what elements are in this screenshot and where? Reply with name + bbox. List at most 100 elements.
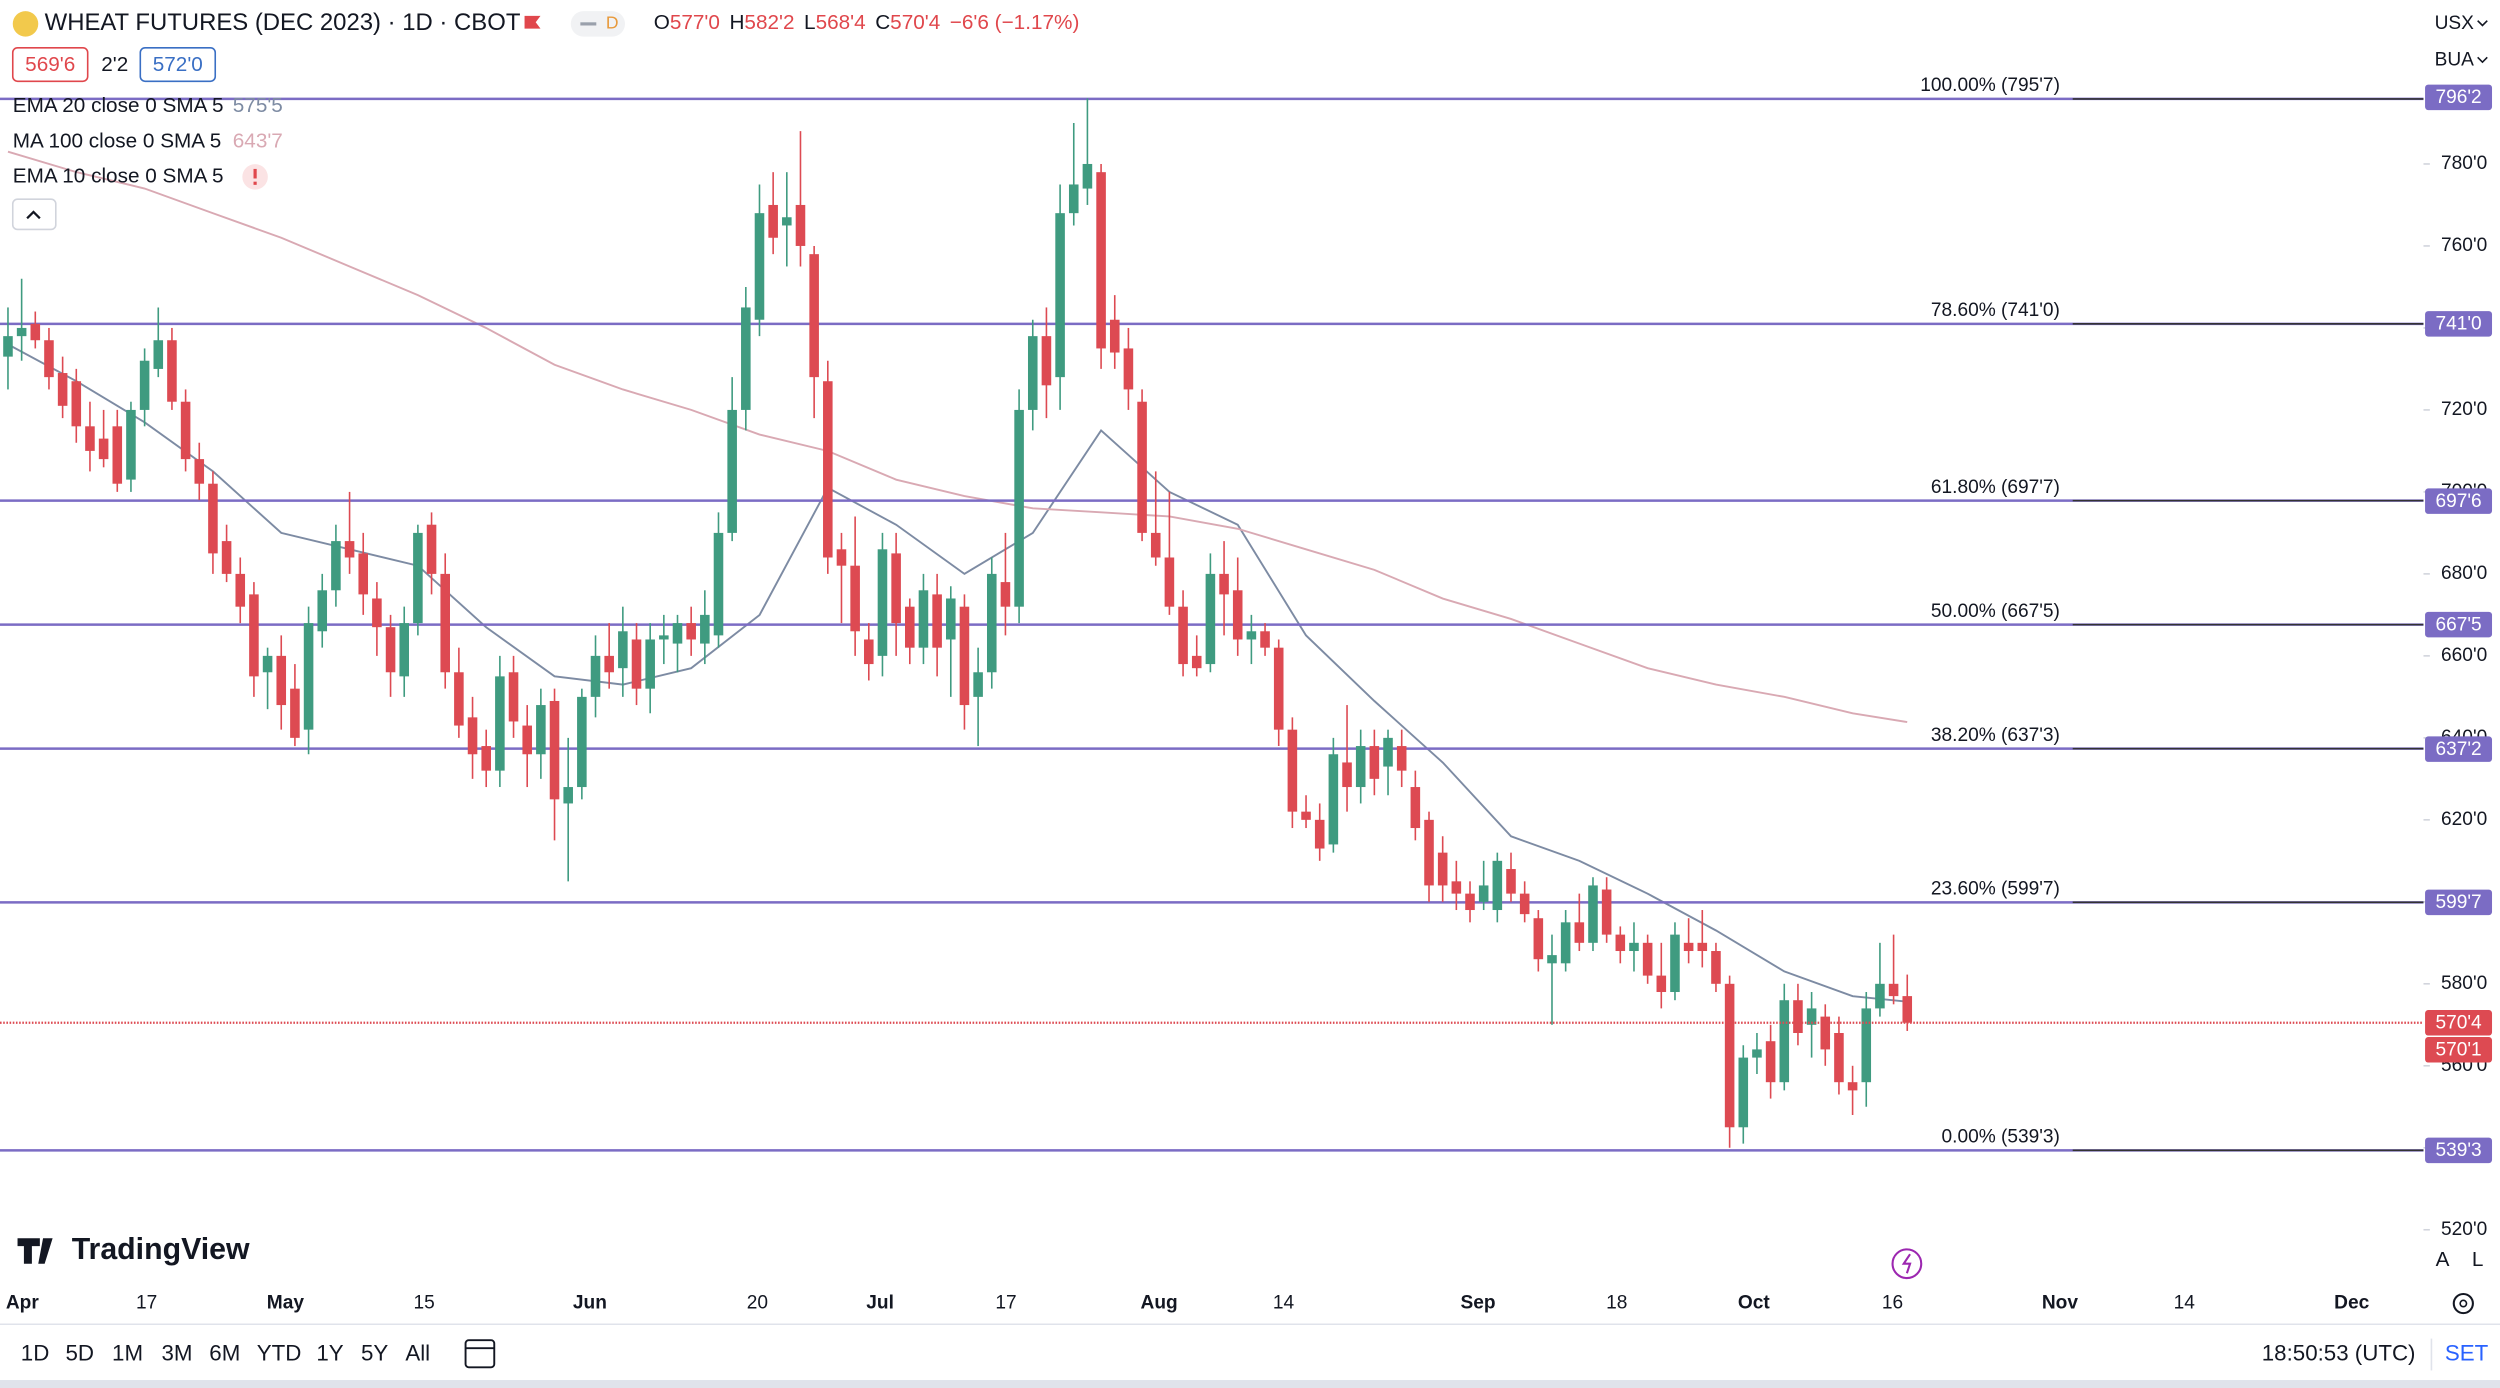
ohlc-key: O bbox=[654, 11, 670, 34]
bid-box[interactable] bbox=[11, 47, 89, 83]
candle-body bbox=[508, 672, 519, 722]
candle-body bbox=[1314, 819, 1325, 849]
range-button[interactable]: 1M bbox=[112, 1340, 143, 1365]
candle-body bbox=[399, 623, 410, 677]
candle-body bbox=[549, 700, 560, 800]
candle-body bbox=[16, 327, 27, 337]
candle-body bbox=[1752, 1049, 1762, 1058]
x-tick-label: 17 bbox=[136, 1293, 157, 1314]
candle-body bbox=[754, 213, 765, 320]
candle-body bbox=[1806, 1008, 1817, 1025]
candle-body bbox=[1519, 893, 1530, 915]
candle-body bbox=[973, 672, 983, 697]
candle-body bbox=[1656, 975, 1667, 993]
candle-body bbox=[700, 614, 710, 644]
candle-body bbox=[1123, 348, 1134, 390]
candle-body bbox=[809, 254, 819, 378]
candle-body bbox=[1109, 319, 1120, 353]
candle-body bbox=[1642, 942, 1653, 976]
candle-body bbox=[454, 672, 464, 726]
candle-body bbox=[1055, 213, 1065, 378]
candle-body bbox=[1506, 869, 1516, 894]
x-tick-label: Sep bbox=[1460, 1293, 1495, 1314]
candle-body bbox=[1779, 1000, 1790, 1083]
range-button[interactable]: 6M bbox=[209, 1340, 240, 1365]
candle-body bbox=[495, 676, 505, 771]
status-pill[interactable] bbox=[570, 11, 625, 37]
ohlc-value: 577'0 bbox=[670, 11, 720, 34]
candle-body bbox=[57, 373, 68, 406]
candle-body bbox=[139, 360, 150, 410]
candle-body bbox=[1547, 955, 1557, 964]
price-tag bbox=[2425, 488, 2493, 514]
candle-body bbox=[98, 438, 109, 460]
unit[interactable]: BUA bbox=[2435, 50, 2475, 71]
candle-body bbox=[1041, 336, 1052, 386]
ohlc-value: 568'4 bbox=[816, 11, 866, 34]
candle-body bbox=[1574, 922, 1585, 943]
y-tick-label: 620'0 bbox=[2441, 809, 2487, 830]
price-tag-label: 637'2 bbox=[2435, 739, 2481, 760]
candle-body bbox=[1683, 942, 1694, 952]
settings-icon[interactable] bbox=[2452, 1292, 2474, 1315]
candle-body bbox=[945, 598, 956, 640]
candle-body bbox=[1615, 934, 1626, 952]
candle-body bbox=[741, 307, 751, 410]
range-button[interactable]: All bbox=[405, 1340, 430, 1365]
candle-body bbox=[112, 426, 123, 484]
fib-label: 100.00% (795'7) bbox=[1920, 75, 2060, 96]
fib-label: 23.60% (599'7) bbox=[1931, 879, 2060, 900]
candle-body bbox=[317, 590, 328, 632]
range-button[interactable]: 5Y bbox=[361, 1340, 388, 1365]
candle-body bbox=[522, 725, 532, 755]
range-button[interactable]: 1D bbox=[21, 1340, 50, 1365]
candle-body bbox=[1383, 737, 1393, 767]
indicator-name[interactable]: EMA 10 close 0 SMA 5 bbox=[13, 164, 224, 187]
symbol-title[interactable]: WHEAT FUTURES (DEC 2023) · 1D · CBOT bbox=[45, 9, 521, 36]
x-tick-label: Apr bbox=[6, 1293, 39, 1314]
price-tag-label: 667'5 bbox=[2435, 614, 2481, 635]
candle-body bbox=[686, 623, 696, 640]
candle-body bbox=[1724, 983, 1735, 1128]
price-tag-label: 741'0 bbox=[2435, 314, 2481, 335]
range-button[interactable]: 3M bbox=[161, 1340, 192, 1365]
collapse-button[interactable] bbox=[11, 198, 57, 231]
price-tag bbox=[2425, 736, 2493, 762]
status-flag: D bbox=[606, 13, 619, 33]
candle-body bbox=[344, 541, 355, 558]
candle-body bbox=[85, 426, 95, 451]
indicator-name[interactable]: MA 100 close 0 SMA 5 bbox=[13, 129, 222, 152]
ask-box[interactable] bbox=[139, 47, 217, 83]
x-tick-label: 18 bbox=[1606, 1293, 1627, 1314]
candle-body bbox=[1834, 1033, 1844, 1083]
candle-body bbox=[426, 524, 437, 574]
candle-body bbox=[358, 553, 369, 595]
range-button[interactable]: 1Y bbox=[316, 1340, 343, 1365]
goto-date-icon[interactable] bbox=[464, 1339, 496, 1369]
x-tick-label: 14 bbox=[2174, 1293, 2196, 1314]
candle-body bbox=[1369, 746, 1380, 779]
candle-body bbox=[1820, 1016, 1831, 1050]
candle-body bbox=[864, 639, 874, 665]
indicator-name[interactable]: EMA 20 close 0 SMA 5 bbox=[13, 94, 224, 117]
log-scale-button[interactable]: L bbox=[2472, 1248, 2484, 1271]
candle-body bbox=[1396, 746, 1407, 771]
candle-body bbox=[1629, 942, 1639, 952]
candle-body bbox=[221, 541, 232, 574]
session-button[interactable]: SET bbox=[2445, 1340, 2489, 1365]
candle-body bbox=[877, 549, 888, 656]
auto-scale-button[interactable]: A bbox=[2436, 1248, 2450, 1271]
x-tick-label: Oct bbox=[1738, 1293, 1770, 1314]
x-tick-label: 16 bbox=[1882, 1293, 1903, 1314]
currency[interactable]: USX bbox=[2435, 13, 2475, 34]
candle-body bbox=[440, 573, 450, 673]
candle-body bbox=[1697, 942, 1708, 952]
range-button[interactable]: YTD bbox=[257, 1340, 302, 1365]
candle-body bbox=[932, 594, 942, 648]
flag-icon[interactable] bbox=[524, 15, 541, 29]
x-tick-label: 15 bbox=[413, 1293, 434, 1314]
candle-body bbox=[1342, 762, 1352, 788]
candle-body bbox=[126, 409, 136, 480]
price-tag bbox=[2425, 611, 2493, 638]
range-button[interactable]: 5D bbox=[65, 1340, 94, 1365]
